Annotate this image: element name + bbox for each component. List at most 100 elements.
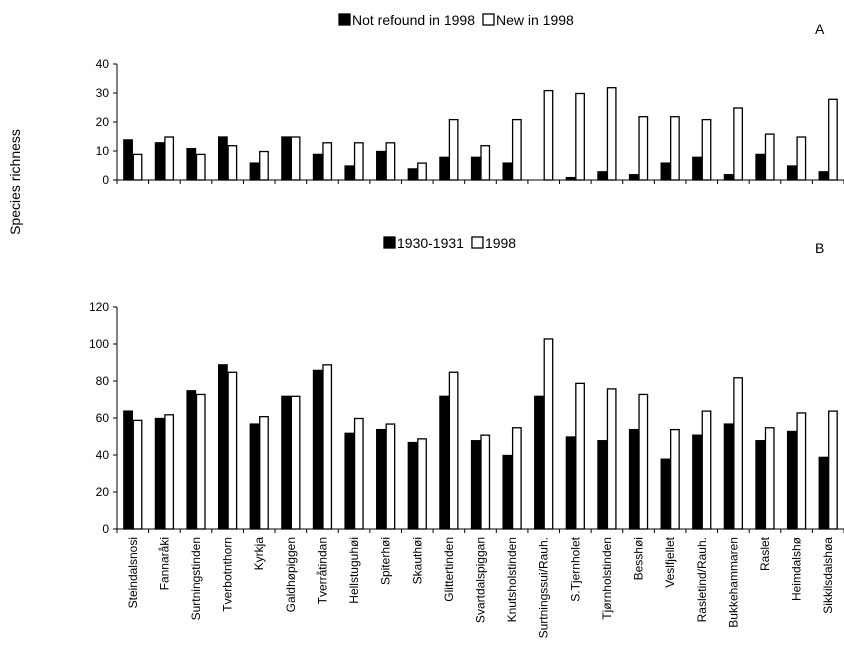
y-tick-label: 20: [96, 115, 110, 129]
bar-series2: [543, 338, 554, 530]
y-tick-label: 100: [89, 337, 109, 351]
bar-series1: [502, 454, 513, 530]
bar-series2: [638, 116, 649, 181]
bar-series2: [828, 98, 838, 181]
bar-series2: [195, 393, 206, 530]
legend-label: New in 1998: [496, 12, 574, 28]
x-tick-label: Heimdalshø: [790, 536, 804, 601]
bar-series1: [154, 142, 165, 181]
bar-series1: [502, 162, 513, 181]
bar-series2: [227, 371, 238, 530]
bar-series1: [249, 423, 260, 530]
bar-series2: [227, 145, 238, 181]
panel-label: A: [815, 21, 825, 37]
x-tick-label: S.Tjernholet: [568, 536, 582, 601]
bar-series1: [755, 440, 766, 530]
bar-series1: [628, 174, 639, 181]
bar-series1: [723, 174, 734, 181]
bar-series2: [701, 410, 712, 530]
y-tick-label: 30: [96, 86, 110, 100]
bar-series1: [565, 436, 576, 530]
y-tick-label: 120: [89, 300, 109, 314]
legend-label: 1930-1931: [397, 235, 464, 251]
bar-series1: [723, 423, 734, 530]
bar-series2: [417, 438, 427, 530]
bar-series1: [217, 136, 228, 181]
y-tick-label: 40: [96, 448, 110, 462]
bar-series2: [195, 153, 206, 181]
bar-series2: [764, 427, 775, 530]
bar-series2: [828, 410, 838, 530]
bar-series1: [154, 417, 165, 530]
bar-series1: [786, 430, 797, 530]
bar-series1: [439, 395, 450, 530]
chart-panel-a: 0 10 20 30 40 Not refound in 1998 New in 1998 A: [96, 12, 844, 187]
bar-series2: [796, 136, 807, 181]
bar-series2: [511, 427, 522, 530]
x-tick-label: Veslfjellet: [663, 536, 677, 587]
x-tick-label: Steindalsnosi: [126, 537, 140, 608]
bar-series1: [439, 156, 450, 181]
bar-series2: [796, 412, 807, 530]
bar-series2: [259, 415, 269, 530]
x-tick-label: Galdhøpiggen: [284, 537, 298, 612]
x-tick-label: Hellstuguhøi: [347, 537, 361, 604]
x-tick-label: Skauthøi: [410, 537, 424, 584]
bar-series1: [597, 440, 608, 530]
bar-series1: [407, 441, 418, 530]
x-tick-label: Besshøi: [632, 537, 646, 580]
y-tick-label: 40: [96, 57, 110, 71]
y-tick-label: 0: [102, 173, 109, 187]
legend-swatch: [482, 13, 495, 26]
bar-series1: [281, 395, 291, 530]
bar-series1: [344, 165, 355, 181]
legend-swatch: [471, 236, 484, 249]
bar-series1: [565, 176, 576, 181]
x-tick-label: Rasletind/Rauh.: [695, 537, 709, 622]
bar-series2: [606, 388, 617, 530]
legend-label: Not refound in 1998: [352, 12, 475, 28]
bar-series1: [692, 156, 702, 181]
x-tick-label: Bukkehammaren: [726, 537, 740, 628]
bar-series2: [764, 133, 775, 181]
bar-series1: [123, 410, 133, 530]
bar-series1: [660, 458, 671, 530]
bar-series1: [660, 162, 671, 181]
bar-series2: [132, 419, 143, 530]
y-tick-label: 10: [96, 144, 110, 158]
bar-series1: [470, 156, 481, 181]
x-tick-label: Tverbotnthorn: [221, 537, 235, 612]
bar-series1: [407, 168, 418, 181]
bar-series2: [575, 382, 585, 530]
bar-series1: [470, 440, 481, 530]
bar-series1: [123, 139, 133, 181]
bar-series2: [638, 393, 649, 530]
bar-series2: [385, 142, 396, 181]
bar-series1: [186, 390, 197, 530]
bar-series1: [755, 153, 766, 181]
bar-series1: [818, 171, 829, 181]
bar-series2: [670, 428, 680, 530]
bar-series2: [322, 142, 333, 181]
bar-series2: [353, 142, 364, 181]
y-tick-label: 60: [96, 411, 110, 425]
bar-series2: [670, 116, 680, 181]
legend-swatch: [383, 236, 396, 249]
bar-series2: [417, 162, 427, 181]
bar-series1: [312, 153, 323, 181]
y-tick-label: 0: [102, 522, 109, 536]
bar-series2: [575, 92, 585, 181]
bar-series2: [385, 423, 396, 530]
bar-series2: [733, 377, 744, 530]
bar-series2: [164, 414, 175, 530]
x-tick-label: Tjørnholstinden: [600, 537, 614, 620]
bar-series2: [480, 434, 491, 530]
bar-series2: [701, 118, 712, 181]
bar-series2: [290, 136, 301, 181]
bar-series2: [606, 87, 617, 181]
x-tick-label: Raslet: [758, 536, 772, 571]
bar-series1: [249, 162, 260, 181]
bar-series2: [290, 395, 301, 530]
x-tick-label: Tverråtindan: [315, 537, 329, 604]
